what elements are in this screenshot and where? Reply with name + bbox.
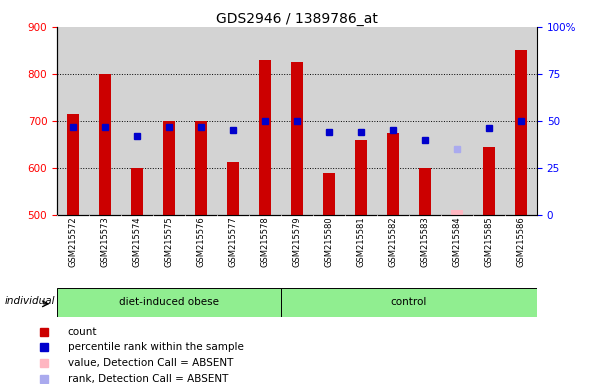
Text: GSM215584: GSM215584 <box>452 217 461 267</box>
Text: GSM215581: GSM215581 <box>356 217 365 267</box>
Text: GSM215580: GSM215580 <box>325 217 334 267</box>
Text: GSM215582: GSM215582 <box>389 217 398 267</box>
Bar <box>323 173 335 215</box>
Bar <box>388 133 398 215</box>
Text: GSM215585: GSM215585 <box>485 217 493 267</box>
Text: GSM215577: GSM215577 <box>229 217 238 267</box>
Text: GSM215572: GSM215572 <box>68 217 77 267</box>
Bar <box>100 74 110 215</box>
Text: GSM215576: GSM215576 <box>197 217 205 267</box>
Bar <box>259 60 271 215</box>
Text: GSM215573: GSM215573 <box>101 217 110 267</box>
Bar <box>67 114 79 215</box>
Bar <box>131 168 143 215</box>
Bar <box>196 121 206 215</box>
Bar <box>419 168 431 215</box>
Text: diet-induced obese: diet-induced obese <box>119 297 219 308</box>
Bar <box>292 62 302 215</box>
Text: GSM215586: GSM215586 <box>517 217 526 267</box>
Text: control: control <box>391 297 427 308</box>
Title: GDS2946 / 1389786_at: GDS2946 / 1389786_at <box>216 12 378 26</box>
Bar <box>57 288 281 317</box>
Text: percentile rank within the sample: percentile rank within the sample <box>68 342 244 352</box>
Text: GSM215575: GSM215575 <box>164 217 173 267</box>
Bar <box>163 121 175 215</box>
Text: GSM215574: GSM215574 <box>133 217 142 267</box>
Bar <box>227 162 239 215</box>
Bar <box>355 140 367 215</box>
Text: count: count <box>68 327 97 337</box>
Text: rank, Detection Call = ABSENT: rank, Detection Call = ABSENT <box>68 374 228 384</box>
Text: GSM215583: GSM215583 <box>421 217 430 267</box>
Bar <box>451 210 463 215</box>
Bar <box>515 50 527 215</box>
Text: GSM215579: GSM215579 <box>293 217 302 267</box>
Bar <box>281 288 537 317</box>
Text: individual: individual <box>5 296 55 306</box>
Text: GSM215578: GSM215578 <box>260 217 269 267</box>
Text: value, Detection Call = ABSENT: value, Detection Call = ABSENT <box>68 358 233 368</box>
Bar <box>484 147 494 215</box>
